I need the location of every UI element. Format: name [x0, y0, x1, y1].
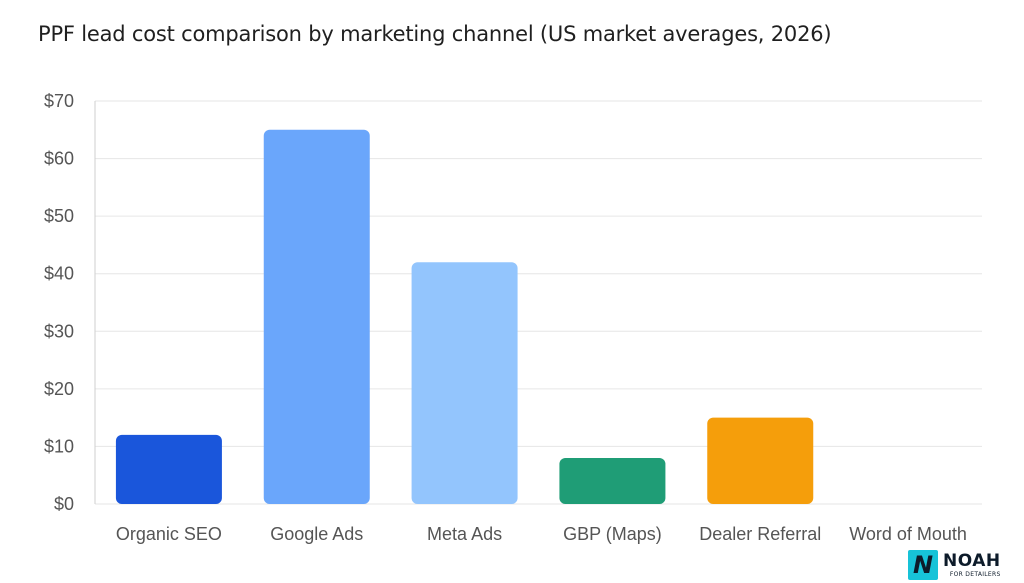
x-tick-label: Word of Mouth	[849, 524, 967, 544]
x-tick-label: Meta Ads	[427, 524, 502, 544]
x-tick-label: Organic SEO	[116, 524, 222, 544]
y-tick-label: $0	[54, 494, 74, 514]
y-tick-label: $70	[44, 91, 74, 111]
bar	[115, 434, 222, 504]
y-tick-label: $10	[44, 436, 74, 456]
y-tick-label: $20	[44, 379, 74, 399]
x-tick-label: GBP (Maps)	[563, 524, 662, 544]
logo-tagline: FOR DETAILERS	[949, 570, 1001, 578]
bar	[559, 457, 666, 504]
logo-mark-icon: N	[908, 550, 938, 580]
y-tick-label: $40	[44, 264, 74, 284]
y-tick-label: $50	[44, 206, 74, 226]
x-tick-label: Dealer Referral	[699, 524, 821, 544]
bar	[707, 417, 814, 504]
bar	[411, 262, 518, 504]
y-tick-label: $30	[44, 321, 74, 341]
bar	[263, 129, 370, 505]
logo-name: NOAH	[943, 550, 1001, 571]
chart-title: PPF lead cost comparison by marketing ch…	[38, 22, 832, 46]
y-tick-label: $60	[44, 149, 74, 169]
brand-logo: N NOAH FOR DETAILERS	[908, 550, 1001, 580]
x-tick-label: Google Ads	[270, 524, 363, 544]
